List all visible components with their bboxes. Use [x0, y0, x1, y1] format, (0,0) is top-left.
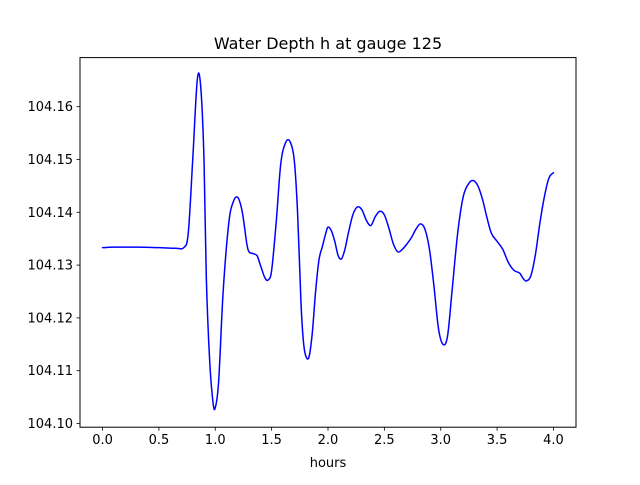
y-tick-label: 104.10: [28, 417, 74, 432]
y-axis-ticks: 104.10 104.11 104.12 104.13 104.14 104.15 104.…: [28, 100, 80, 432]
x-tick-label: 3.5: [487, 433, 508, 448]
chart-title: Water Depth h at gauge 125: [214, 34, 442, 53]
y-tick-label: 104.14: [28, 206, 74, 221]
x-tick-label: 0.5: [149, 433, 170, 448]
x-axis-label: hours: [310, 456, 347, 471]
y-tick-label: 104.15: [28, 153, 74, 168]
x-tick-label: 3.0: [430, 433, 451, 448]
x-tick-label: 1.5: [261, 433, 282, 448]
x-tick-label: 1.0: [205, 433, 226, 448]
plot-area: [80, 57, 576, 428]
x-tick-label: 0.0: [92, 433, 113, 448]
x-tick-label: 4.0: [543, 433, 564, 448]
plot-frame: [79, 57, 577, 428]
series-line-0: [101, 72, 555, 411]
x-tick-label: 2.0: [318, 433, 339, 448]
y-tick-label: 104.11: [28, 364, 74, 379]
x-axis-ticks: 0.0 0.5 1.0 1.5 2.0 2.5 3.0 3.5 4.0: [92, 427, 564, 448]
series-layer: [101, 72, 555, 411]
y-tick-label: 104.12: [28, 311, 74, 326]
x-tick-label: 2.5: [374, 433, 395, 448]
y-tick-label: 104.13: [28, 259, 74, 274]
y-tick-label: 104.16: [28, 100, 74, 115]
